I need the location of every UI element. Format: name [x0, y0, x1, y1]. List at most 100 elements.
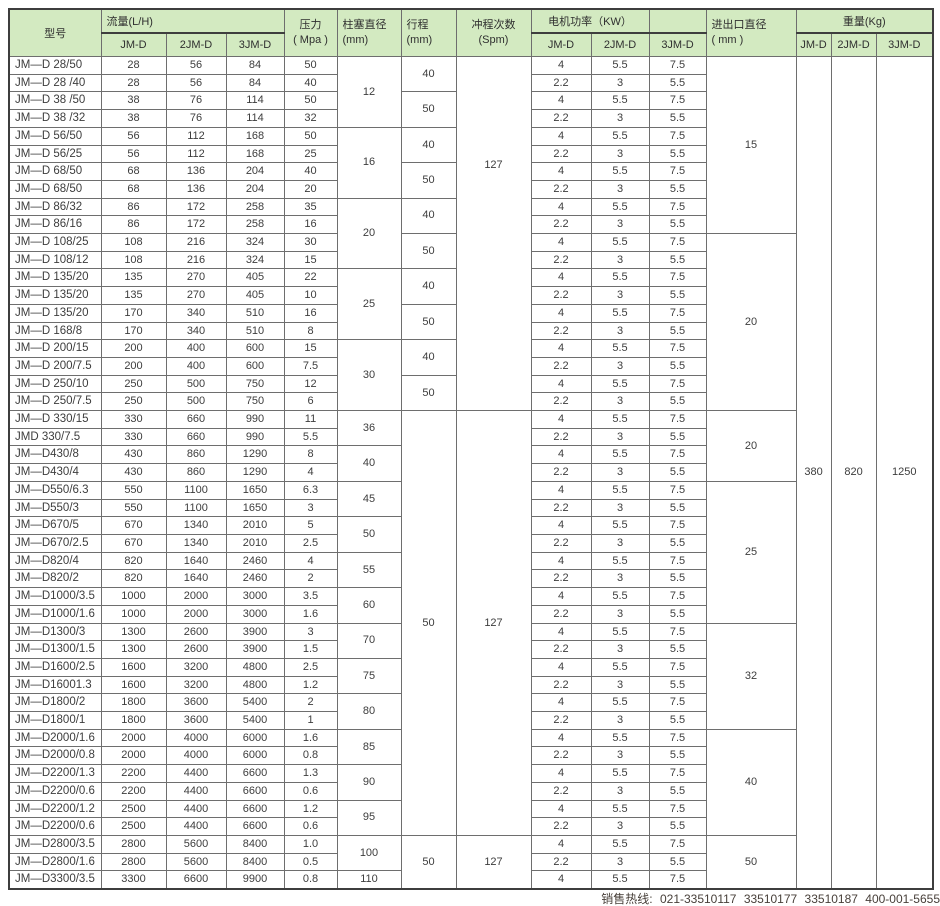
model-cell: JM—D 200/15 — [8, 339, 102, 358]
port-diameter-cell: 32 — [705, 622, 797, 730]
spec-table: 型号 流量(L/H) 压力 ( Mpa ) 柱塞直径 (mm) 行程 (mm) … — [8, 8, 935, 891]
model-cell: JM—D1000/1.6 — [8, 604, 102, 624]
weight-3jmd-cell: 1250 — [875, 56, 934, 890]
table-row: JM—D 168/8 170 340 510 8 2.2 3 5.5 — [8, 321, 933, 341]
flow-3jmd-cell: 1290 — [225, 445, 285, 465]
model-cell: JM—D 38 /32 — [8, 109, 102, 128]
flow-3jmd-cell: 9900 — [225, 870, 285, 890]
flow-2jmd-cell: 340 — [165, 321, 227, 341]
stroke-cell: 40 — [400, 197, 457, 235]
header-row-groups: 型号 流量(L/H) 压力 ( Mpa ) 柱塞直径 (mm) 行程 (mm) … — [8, 8, 934, 57]
motor-3jmd-cell: 5.5 — [648, 711, 707, 730]
motor-2jmd-cell: 5.5 — [590, 587, 650, 606]
subcol-weight-jmd: JM-D — [795, 32, 832, 57]
motor-jmd-cell: 2.2 — [530, 746, 592, 766]
subcol-motor-3jmd: 3JM-D — [648, 32, 707, 57]
flow-3jmd-cell: 4800 — [225, 675, 285, 695]
motor-2jmd-cell: 3 — [590, 179, 650, 199]
model-cell: JM—D2800/3.5 — [8, 834, 102, 854]
motor-2jmd-cell: 5.5 — [590, 268, 650, 288]
flow-3jmd-cell: 4800 — [225, 657, 285, 677]
flow-jmd-cell: 108 — [100, 233, 167, 252]
flow-jmd-cell: 3300 — [100, 870, 167, 890]
flow-3jmd-cell: 3000 — [225, 604, 285, 624]
motor-3jmd-cell: 7.5 — [648, 233, 707, 252]
flow-2jmd-cell: 56 — [165, 56, 227, 75]
motor-3jmd-cell: 7.5 — [648, 587, 707, 606]
flow-3jmd-cell: 1290 — [225, 463, 285, 482]
model-cell: JM—D1300/3 — [8, 622, 102, 642]
pressure-cell: 2.5 — [283, 533, 338, 553]
motor-3jmd-cell: 5.5 — [648, 533, 707, 553]
model-cell: JM—D670/2.5 — [8, 533, 102, 553]
flow-3jmd-cell: 2460 — [225, 551, 285, 571]
motor-2jmd-cell: 5.5 — [590, 551, 650, 571]
flow-2jmd-cell: 4000 — [165, 728, 227, 748]
motor-3jmd-cell: 5.5 — [648, 109, 707, 128]
flow-3jmd-cell: 204 — [225, 162, 285, 181]
pressure-cell: 0.5 — [283, 852, 338, 872]
model-cell: JM—D820/4 — [8, 551, 102, 571]
motor-2jmd-cell: 3 — [590, 569, 650, 589]
model-cell: JM—D1000/3.5 — [8, 587, 102, 606]
col-header-inlet-line2: ( mm ) — [711, 34, 744, 46]
flow-2jmd-cell: 1100 — [165, 498, 227, 518]
model-cell: JM—D 86/16 — [8, 215, 102, 235]
motor-jmd-cell: 2.2 — [530, 498, 592, 518]
flow-2jmd-cell: 3200 — [165, 657, 227, 677]
stroke-cell: 40 — [400, 339, 457, 376]
motor-jmd-cell: 2.2 — [530, 179, 592, 199]
motor-3jmd-cell: 5.5 — [648, 498, 707, 518]
motor-2jmd-cell: 5.5 — [590, 339, 650, 358]
flow-2jmd-cell: 56 — [165, 73, 227, 93]
motor-jmd-cell: 2.2 — [530, 604, 592, 624]
pressure-cell: 35 — [283, 197, 338, 217]
flow-3jmd-cell: 990 — [225, 427, 285, 447]
col-header-spm: 冲程次数 (Spm) — [455, 8, 532, 57]
flow-3jmd-cell: 114 — [225, 91, 285, 111]
motor-3jmd-cell: 5.5 — [648, 746, 707, 766]
pressure-cell: 30 — [283, 233, 338, 252]
motor-2jmd-cell: 5.5 — [590, 693, 650, 713]
flow-jmd-cell: 820 — [100, 551, 167, 571]
flow-jmd-cell: 170 — [100, 321, 167, 341]
flow-2jmd-cell: 5600 — [165, 852, 227, 872]
flow-2jmd-cell: 660 — [165, 410, 227, 429]
table-row: JM—D550/6.3 550 1100 1650 6.3 45 4 5.5 7.5 25 — [8, 480, 933, 624]
flow-jmd-cell: 1300 — [100, 622, 167, 642]
sales-hotline: 销售热线: 021-33510117 33510177 33510187 400… — [601, 892, 940, 906]
subcol-flow-3jmd: 3JM-D — [225, 32, 285, 57]
pressure-cell: 7.5 — [283, 356, 338, 376]
motor-2jmd-cell: 5.5 — [590, 764, 650, 783]
flow-3jmd-cell: 2460 — [225, 569, 285, 589]
table-row: JM—D 86/16 86 172 258 16 2.2 3 5.5 — [8, 215, 933, 235]
flow-3jmd-cell: 6000 — [225, 746, 285, 766]
pressure-cell: 1.2 — [283, 675, 338, 695]
model-cell: JM—D1300/1.5 — [8, 640, 102, 659]
flow-2jmd-cell: 4400 — [165, 781, 227, 801]
subcol-flow-jmd: JM-D — [100, 32, 167, 57]
flow-2jmd-cell: 500 — [165, 374, 227, 394]
flow-jmd-cell: 1000 — [100, 604, 167, 624]
motor-3jmd-cell: 5.5 — [648, 250, 707, 270]
plunger-diameter-cell: 12 — [336, 56, 402, 128]
model-cell: JM—D1800/1 — [8, 711, 102, 730]
flow-jmd-cell: 108 — [100, 250, 167, 270]
model-cell: JM—D550/3 — [8, 498, 102, 518]
flow-jmd-cell: 670 — [100, 516, 167, 535]
motor-2jmd-cell: 5.5 — [590, 657, 650, 677]
motor-3jmd-cell: 5.5 — [648, 321, 707, 341]
motor-2jmd-cell: 3 — [590, 852, 650, 872]
motor-3jmd-cell: 5.5 — [648, 604, 707, 624]
motor-3jmd-cell: 5.5 — [648, 286, 707, 305]
pressure-cell: 5 — [283, 516, 338, 535]
flow-3jmd-cell: 510 — [225, 303, 285, 323]
motor-2jmd-cell: 3 — [590, 675, 650, 695]
subcol-weight-3jmd: 3JM-D — [875, 32, 934, 57]
col-header-stroke-line2: (mm) — [406, 34, 433, 46]
motor-jmd-cell: 2.2 — [530, 109, 592, 128]
flow-3jmd-cell: 5400 — [225, 711, 285, 730]
flow-2jmd-cell: 136 — [165, 179, 227, 199]
col-header-inlet: 进出口直径 ( mm ) — [705, 8, 797, 57]
model-cell: JM—D 28/50 — [8, 56, 102, 75]
